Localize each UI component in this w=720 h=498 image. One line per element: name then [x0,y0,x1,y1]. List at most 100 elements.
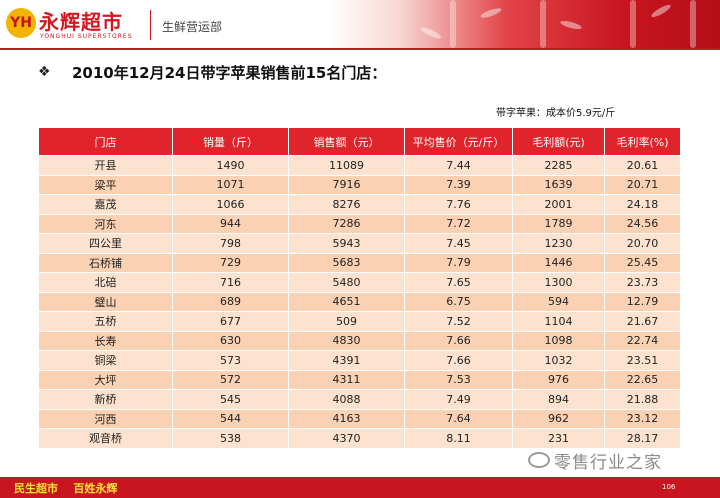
value-cell: 729 [172,252,289,273]
value-cell: 677 [172,311,289,332]
page-number: 106 [662,483,676,491]
value-cell: 689 [172,291,289,312]
value-cell: 20.70 [604,233,681,254]
sales-table: 门店 销量（斤） 销售额（元） 平均售价（元/斤） 毛利额(元) 毛利率(%) … [38,127,681,449]
value-cell: 11089 [288,155,405,176]
store-name-cell: 嘉茂 [38,194,173,215]
table-body: 开县 1490 11089 7.44 2285 20.61 梁平 1071 7916 7.39 16… [38,155,681,449]
column-header: 门店 [38,127,173,156]
value-cell: 7.64 [404,408,513,429]
value-cell: 1300 [512,272,605,293]
value-cell: 1789 [512,213,605,234]
table-row: 石桥铺 729 5683 7.79 1446 25.45 [38,252,681,273]
value-cell: 1032 [512,350,605,371]
table-row: 嘉茂 1066 8276 7.76 2001 24.18 [38,194,681,215]
value-cell: 7.44 [404,155,513,176]
value-cell: 1071 [172,174,289,195]
value-cell: 716 [172,272,289,293]
slide-title: ❖ 2010年12月24日带字苹果销售前15名门店： [38,62,386,82]
bullet-icon: ❖ [38,64,51,80]
value-cell: 1639 [512,174,605,195]
bamboo-leaf [479,6,503,20]
store-name-cell: 北碚 [38,272,173,293]
department-label: 生鲜营运部 [162,20,223,34]
value-cell: 22.65 [604,369,681,390]
value-cell: 5480 [288,272,405,293]
value-cell: 23.51 [604,350,681,371]
store-name-cell: 河东 [38,213,173,234]
value-cell: 231 [512,428,605,449]
value-cell: 4391 [288,350,405,371]
value-cell: 12.79 [604,291,681,312]
value-cell: 798 [172,233,289,254]
value-cell: 7.49 [404,389,513,410]
table-row: 河东 944 7286 7.72 1789 24.56 [38,213,681,234]
table-row: 开县 1490 11089 7.44 2285 20.61 [38,155,681,176]
value-cell: 544 [172,408,289,429]
value-cell: 7.79 [404,252,513,273]
value-cell: 24.18 [604,194,681,215]
value-cell: 7.39 [404,174,513,195]
value-cell: 2285 [512,155,605,176]
value-cell: 5943 [288,233,405,254]
table-row: 观音桥 538 4370 8.11 231 28.17 [38,428,681,449]
bamboo-leaf [649,2,673,20]
value-cell: 1490 [172,155,289,176]
value-cell: 7.45 [404,233,513,254]
value-cell: 1230 [512,233,605,254]
table-row: 梁平 1071 7916 7.39 1639 20.71 [38,174,681,195]
cost-note: 带字苹果：成本价5.9元/斤 [496,108,616,119]
column-header: 毛利额(元) [512,127,605,156]
bamboo-banner [330,0,720,48]
value-cell: 894 [512,389,605,410]
value-cell: 23.73 [604,272,681,293]
table-row: 五桥 677 509 7.52 1104 21.67 [38,311,681,332]
value-cell: 24.56 [604,213,681,234]
bamboo-leaf [559,19,583,31]
title-text: 2010年12月24日带字苹果销售前15名门店： [72,63,387,82]
store-name-cell: 五桥 [38,311,173,332]
bamboo-leaf [419,25,443,41]
table-row: 北碚 716 5480 7.65 1300 23.73 [38,272,681,293]
value-cell: 20.61 [604,155,681,176]
value-cell: 594 [512,291,605,312]
store-name-cell: 开县 [38,155,173,176]
value-cell: 1446 [512,252,605,273]
value-cell: 7.72 [404,213,513,234]
store-name-cell: 石桥铺 [38,252,173,273]
value-cell: 5683 [288,252,405,273]
brand-name: 永辉超市 [39,10,123,34]
value-cell: 25.45 [604,252,681,273]
value-cell: 22.74 [604,330,681,351]
bamboo-stalk [540,0,546,48]
brand-name-english: YONGHUI SUPERSTORES [40,33,133,40]
table-row: 铜梁 573 4391 7.66 1032 23.51 [38,350,681,371]
value-cell: 4370 [288,428,405,449]
value-cell: 962 [512,408,605,429]
store-name-cell: 新桥 [38,389,173,410]
table-row: 四公里 798 5943 7.45 1230 20.70 [38,233,681,254]
store-name-cell: 四公里 [38,233,173,254]
column-header: 毛利率(%) [604,127,681,156]
store-name-cell: 河西 [38,408,173,429]
watermark: 零售行业之家 [528,447,662,473]
watermark-text: 零售行业之家 [554,452,662,473]
table-row: 璧山 689 4651 6.75 594 12.79 [38,291,681,312]
column-header: 销量（斤） [172,127,289,156]
value-cell: 21.88 [604,389,681,410]
logo-icon: YH [6,8,36,38]
bamboo-stalk [630,0,636,48]
value-cell: 20.71 [604,174,681,195]
value-cell: 1066 [172,194,289,215]
value-cell: 8276 [288,194,405,215]
table-row: 河西 544 4163 7.64 962 23.12 [38,408,681,429]
column-header: 销售额（元） [288,127,405,156]
value-cell: 7.76 [404,194,513,215]
value-cell: 4830 [288,330,405,351]
value-cell: 509 [288,311,405,332]
value-cell: 944 [172,213,289,234]
wechat-icon [528,452,550,468]
value-cell: 23.12 [604,408,681,429]
value-cell: 976 [512,369,605,390]
value-cell: 7.66 [404,330,513,351]
